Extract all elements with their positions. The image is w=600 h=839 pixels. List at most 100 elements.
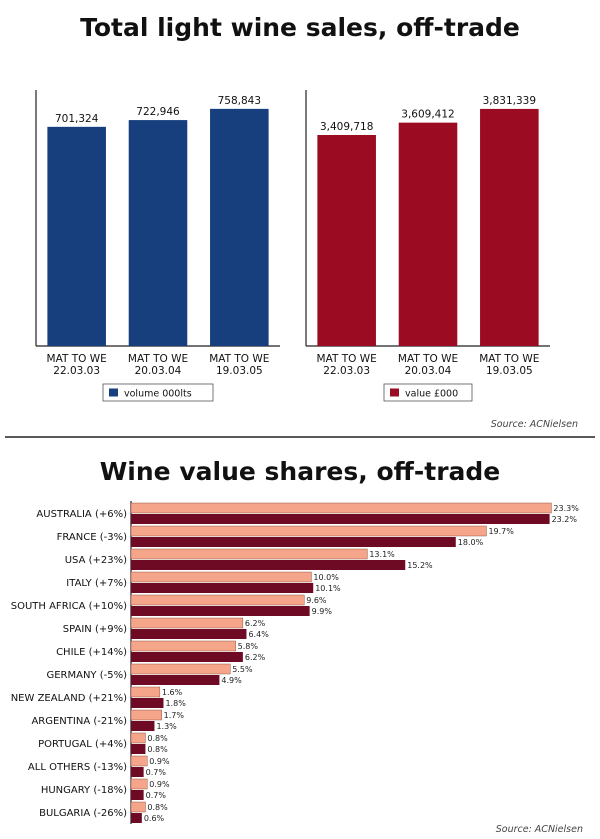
volume-bar [128, 120, 188, 346]
value-legend [383, 383, 473, 402]
share-bar-previous [130, 686, 161, 698]
share-category-label: AUSTRALIA (+6%) [36, 509, 127, 520]
share-bar-previous [130, 571, 312, 583]
share-bar-previous [130, 709, 162, 721]
share-bar-current [131, 560, 406, 570]
value-bar [317, 135, 376, 346]
share-bar-current [131, 652, 243, 662]
bottom-source-note: Source: ACNielsen [496, 824, 583, 835]
value-value-label: 3,609,412 [401, 109, 454, 121]
volume-tick-label: MAT TO WE [128, 353, 188, 365]
share-category-label: ALL OTHERS (-13%) [28, 762, 127, 773]
volume-value-label: 758,843 [218, 95, 261, 107]
share-value-label: 1.8% [165, 699, 186, 708]
volume-value-label: 701,324 [55, 113, 99, 125]
share-bar-previous [130, 755, 148, 767]
share-category-label: CHILE (+14%) [56, 647, 127, 658]
share-bar-current [131, 790, 144, 800]
volume-value-label: 722,946 [136, 106, 180, 118]
share-bar-current [131, 537, 456, 547]
share-bar-current [131, 606, 310, 616]
share-value-label: 1.3% [156, 722, 177, 731]
share-bar-current [131, 813, 142, 823]
share-value-label: 4.9% [221, 676, 242, 685]
share-value-label: 0.8% [147, 803, 168, 812]
value-legend-swatch [390, 388, 399, 397]
share-category-label: HUNGARY (-18%) [41, 785, 127, 796]
volume-bar [47, 126, 106, 347]
value-tick-label: MAT TO WE [479, 353, 539, 365]
share-value-label: 10.1% [315, 584, 341, 593]
share-category-label: BULGARIA (-26%) [39, 808, 127, 819]
share-bar-chart: AUSTRALIA (+6%) 23.3% 23.2% FRANCE (-3%) 19.… [11, 501, 579, 824]
value-value-label: 3,409,718 [320, 121, 373, 133]
share-value-label: 0.9% [149, 780, 170, 789]
share-value-label: 5.5% [232, 665, 253, 674]
volume-tick-label: MAT TO WE [47, 353, 107, 365]
share-value-label: 13.1% [369, 550, 395, 559]
share-value-label: 6.2% [245, 653, 266, 662]
share-bar-current [131, 514, 550, 524]
volume-legend-swatch [109, 388, 118, 397]
value-tick-label: 19.03.05 [486, 365, 533, 377]
share-value-label: 0.8% [147, 745, 168, 754]
volume-tick-label: 22.03.03 [53, 365, 100, 377]
volume-tick-label: 20.03.04 [135, 365, 182, 377]
share-bar-previous [130, 525, 487, 537]
share-value-label: 0.8% [147, 734, 168, 743]
share-bar-previous [130, 502, 552, 514]
value-tick-label: MAT TO WE [398, 353, 458, 365]
share-bar-previous [130, 663, 231, 675]
volume-tick-label: 19.03.05 [216, 365, 263, 377]
share-value-label: 0.7% [146, 791, 167, 800]
share-bar-current [131, 744, 146, 754]
value-bar [480, 108, 539, 346]
share-bar-current [131, 721, 155, 731]
share-bar-previous [130, 548, 368, 560]
share-bar-previous [130, 778, 148, 790]
share-value-label: 9.9% [312, 607, 333, 616]
share-category-label: USA (+23%) [65, 555, 127, 566]
share-bar-previous [130, 594, 305, 606]
share-value-label: 10.0% [313, 573, 339, 582]
share-category-label: ITALY (+7%) [66, 578, 127, 589]
share-bar-previous [130, 801, 146, 813]
top-source-note: Source: ACNielsen [491, 419, 578, 430]
share-value-label: 1.7% [164, 711, 185, 720]
value-value-label: 3,831,339 [483, 95, 536, 107]
share-category-label: GERMANY (-5%) [46, 670, 127, 681]
volume-legend [102, 383, 214, 402]
share-value-label: 23.3% [553, 504, 579, 513]
share-value-label: 19.7% [488, 527, 514, 536]
share-value-label: 23.2% [552, 515, 578, 524]
volume-legend-label: volume 000lts [124, 388, 192, 399]
share-value-label: 1.6% [162, 688, 183, 697]
share-category-label: FRANCE (-3%) [57, 532, 127, 543]
share-category-label: ARGENTINA (-21%) [31, 716, 127, 727]
share-bar-previous [130, 732, 146, 744]
top-chart-title: Total light wine sales, off-trade [80, 13, 520, 42]
share-value-label: 18.0% [458, 538, 484, 547]
share-category-label: SPAIN (+9%) [63, 624, 127, 635]
share-value-label: 0.7% [146, 768, 167, 777]
share-bar-previous [130, 640, 236, 652]
value-tick-label: 22.03.03 [323, 365, 370, 377]
value-legend-label: value £000 [405, 388, 458, 399]
share-bar-previous [130, 617, 244, 629]
share-value-label: 0.9% [149, 757, 170, 766]
volume-bar [210, 108, 269, 346]
share-category-label: PORTUGAL (+4%) [38, 739, 127, 750]
share-category-label: SOUTH AFRICA (+10%) [11, 601, 127, 612]
share-value-label: 15.2% [407, 561, 433, 570]
share-value-label: 5.8% [238, 642, 259, 651]
value-tick-label: 20.03.04 [405, 365, 452, 377]
share-value-label: 9.6% [306, 596, 327, 605]
share-bar-current [131, 629, 247, 639]
share-bar-current [131, 698, 164, 708]
value-tick-label: MAT TO WE [317, 353, 377, 365]
share-bar-current [131, 583, 314, 593]
share-category-label: NEW ZEALAND (+21%) [11, 693, 127, 704]
